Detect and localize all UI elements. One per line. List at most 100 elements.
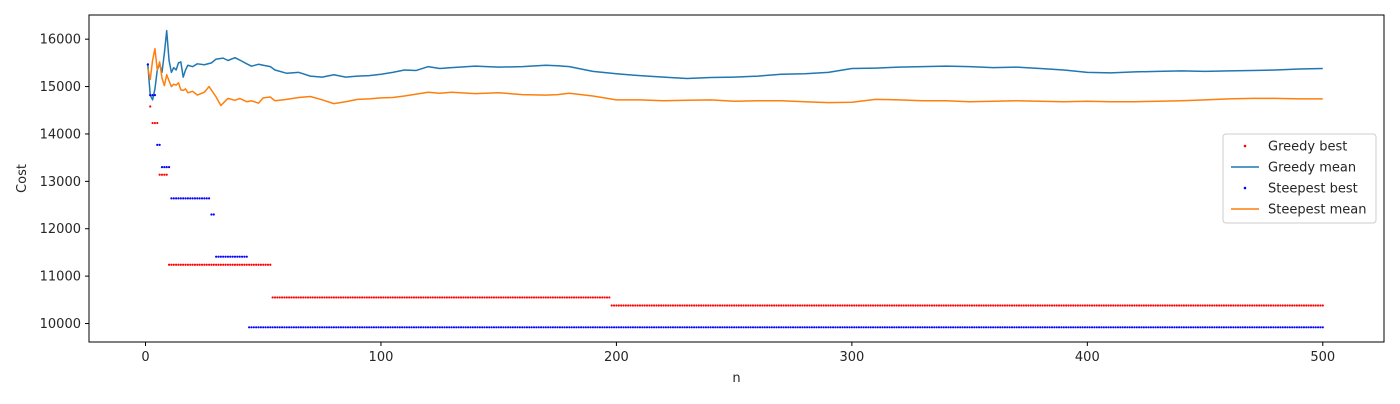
data-point bbox=[664, 326, 667, 329]
data-point bbox=[172, 263, 175, 266]
data-point bbox=[1138, 326, 1141, 329]
data-point bbox=[375, 296, 378, 299]
data-point bbox=[716, 326, 719, 329]
data-point bbox=[645, 304, 649, 307]
data-point bbox=[419, 296, 423, 299]
data-point bbox=[466, 326, 470, 329]
data-point bbox=[1041, 326, 1044, 329]
data-point bbox=[669, 304, 672, 307]
data-point bbox=[177, 263, 180, 266]
data-point bbox=[412, 326, 416, 329]
data-point bbox=[657, 304, 660, 307]
data-point bbox=[751, 326, 755, 329]
data-point bbox=[401, 296, 404, 299]
data-point bbox=[335, 296, 338, 299]
data-point bbox=[535, 326, 538, 329]
data-point bbox=[222, 255, 225, 258]
data-point bbox=[615, 304, 618, 307]
data-point bbox=[474, 326, 477, 329]
data-point bbox=[499, 296, 503, 299]
data-point bbox=[167, 166, 171, 169]
data-point bbox=[313, 296, 317, 299]
data-point bbox=[1255, 304, 1258, 307]
data-point bbox=[886, 326, 889, 329]
series-layer bbox=[146, 29, 1324, 329]
data-point bbox=[841, 304, 844, 307]
data-point bbox=[871, 326, 875, 329]
data-point bbox=[716, 304, 719, 307]
x-tick-label: 200 bbox=[604, 350, 629, 365]
data-point bbox=[175, 263, 178, 266]
data-point bbox=[1265, 326, 1268, 329]
data-point bbox=[1269, 304, 1273, 307]
data-point bbox=[601, 326, 604, 329]
data-point bbox=[431, 296, 434, 299]
data-point bbox=[276, 326, 279, 329]
data-point bbox=[297, 296, 300, 299]
data-point bbox=[547, 326, 550, 329]
data-point bbox=[165, 166, 168, 169]
data-point bbox=[650, 326, 653, 329]
data-point bbox=[1034, 304, 1037, 307]
data-point bbox=[711, 326, 715, 329]
data-point bbox=[544, 296, 547, 299]
data-point bbox=[448, 296, 451, 299]
data-point bbox=[483, 296, 486, 299]
data-point bbox=[170, 263, 173, 266]
data-point bbox=[754, 304, 757, 307]
data-point bbox=[808, 326, 811, 329]
data-point bbox=[1281, 326, 1284, 329]
data-point bbox=[641, 304, 644, 307]
data-point bbox=[497, 296, 500, 299]
data-point bbox=[384, 326, 387, 329]
data-point bbox=[321, 326, 324, 329]
data-point bbox=[791, 326, 795, 329]
data-point bbox=[1161, 304, 1164, 307]
data-point bbox=[450, 296, 453, 299]
data-point bbox=[1142, 304, 1145, 307]
data-point bbox=[1013, 304, 1016, 307]
data-point bbox=[441, 326, 444, 329]
data-point bbox=[240, 255, 244, 258]
data-point bbox=[815, 304, 818, 307]
data-point bbox=[1182, 326, 1185, 329]
data-point bbox=[1006, 304, 1009, 307]
data-point bbox=[337, 326, 340, 329]
data-point bbox=[1215, 326, 1218, 329]
data-point bbox=[1046, 304, 1049, 307]
data-point bbox=[850, 304, 853, 307]
data-point bbox=[1218, 326, 1221, 329]
data-point bbox=[926, 326, 929, 329]
data-point bbox=[398, 326, 401, 329]
data-point bbox=[631, 326, 635, 329]
data-point bbox=[610, 326, 613, 329]
data-point bbox=[1265, 304, 1268, 307]
data-point bbox=[1302, 326, 1306, 329]
data-point bbox=[1170, 326, 1174, 329]
data-point bbox=[542, 296, 545, 299]
data-point bbox=[1269, 326, 1273, 329]
data-point bbox=[733, 304, 736, 307]
data-point bbox=[1142, 326, 1145, 329]
data-point bbox=[808, 304, 811, 307]
data-point bbox=[1027, 304, 1030, 307]
data-point bbox=[158, 173, 161, 176]
data-point bbox=[907, 326, 910, 329]
data-point bbox=[299, 296, 303, 299]
data-point bbox=[612, 326, 616, 329]
data-point bbox=[1300, 304, 1303, 307]
data-point bbox=[490, 296, 493, 299]
data-point bbox=[1076, 304, 1080, 307]
data-point bbox=[525, 296, 529, 299]
data-point bbox=[1284, 326, 1287, 329]
data-point bbox=[874, 304, 877, 307]
data-point bbox=[205, 263, 208, 266]
data-point bbox=[558, 326, 562, 329]
data-point bbox=[810, 304, 813, 307]
data-point bbox=[386, 296, 390, 299]
data-point bbox=[904, 304, 908, 307]
data-point bbox=[490, 326, 493, 329]
y-tick-label: 15000 bbox=[40, 80, 81, 95]
data-point bbox=[923, 326, 926, 329]
data-point bbox=[1284, 304, 1287, 307]
